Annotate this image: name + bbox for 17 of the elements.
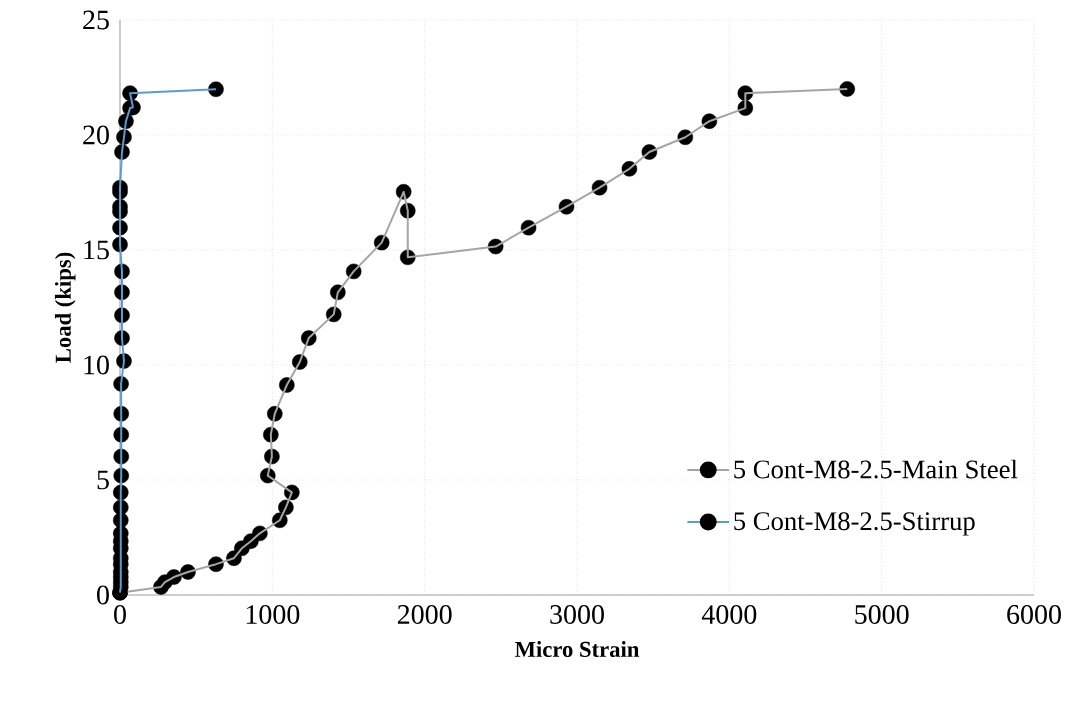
x-tick-label: 2000	[397, 605, 452, 624]
y-tick-label: 0	[97, 585, 109, 605]
x-tick-label: 4000	[701, 605, 757, 624]
legend-label: 5 Cont-M8-2.5-Stirrup	[734, 512, 975, 536]
y-axis-title: Load (kips)	[54, 252, 76, 363]
y-tick-label: 5	[97, 470, 109, 490]
legend-label: 5 Cont-M8-2.5-Main Steel	[734, 459, 1018, 479]
x-tick-label: 3000	[550, 605, 604, 624]
x-tick-label: 5000	[855, 605, 909, 624]
x-axis-title: Micro Strain	[514, 641, 640, 658]
y-tick-label: 15	[84, 240, 109, 260]
x-tick-label: 6000	[1007, 605, 1061, 624]
y-tick-label: 20	[83, 125, 109, 145]
y-tick-label: 10	[84, 355, 109, 375]
x-tick-label: 0	[114, 605, 126, 624]
x-tick-label: 1000	[246, 605, 300, 624]
y-tick-label: 25	[83, 10, 109, 30]
